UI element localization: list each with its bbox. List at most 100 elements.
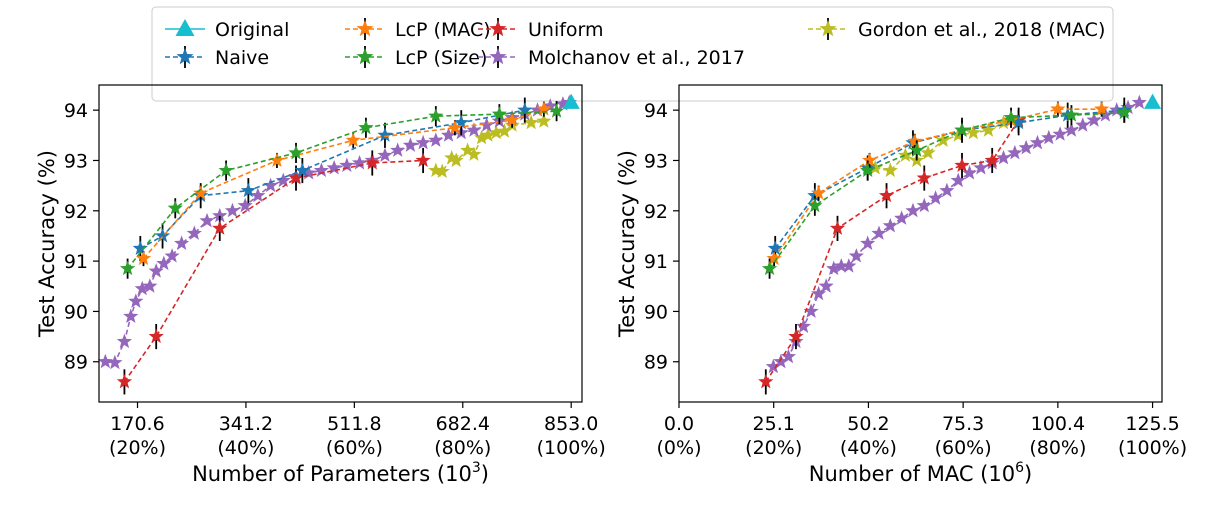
data-point [301, 165, 317, 180]
data-point [107, 354, 123, 370]
legend-entry-lcp-mac: LcP (MAC) [345, 18, 491, 41]
series-line [126, 110, 557, 270]
data-point [496, 123, 513, 138]
data-point [240, 182, 256, 198]
data-point [878, 187, 895, 203]
series-uniform [758, 107, 1027, 395]
data-point [415, 152, 431, 167]
legend-marker [356, 20, 374, 37]
series-line [105, 101, 570, 364]
x-axis-title: Number of MAC (106) [809, 460, 1032, 486]
series-original [562, 93, 580, 109]
data-point [1063, 107, 1080, 122]
series-naive [767, 97, 1132, 262]
series-line [142, 108, 545, 260]
data-point [453, 114, 469, 130]
y-tick-label: 91 [64, 251, 88, 273]
data-point [803, 303, 819, 318]
legend-label: Gordon et al., 2018 (MAC) [858, 19, 1105, 41]
data-point [174, 235, 190, 250]
data-point [807, 187, 823, 203]
data-point [132, 240, 148, 255]
x-axis-title: Number of Parameters (103) [192, 460, 489, 486]
data-point [811, 285, 827, 301]
series-lcp-size [761, 102, 1132, 279]
data-point [523, 114, 539, 130]
data-point [542, 98, 558, 113]
y-tick-label: 94 [644, 100, 668, 122]
data-point [861, 152, 878, 167]
data-point [377, 147, 393, 162]
x-tick-label: 50.2 [847, 413, 889, 435]
data-point [548, 103, 565, 118]
legend-label: Original [215, 19, 289, 41]
x-tick-percent-label: (100%) [1118, 437, 1187, 459]
data-point [148, 328, 164, 344]
legend-label: Naive [215, 47, 269, 69]
data-point [927, 190, 944, 205]
data-point [269, 152, 285, 167]
data-point [780, 348, 797, 364]
data-point [186, 225, 202, 240]
data-point [1003, 109, 1019, 125]
data-point [288, 170, 304, 185]
legend-entry-original: Original [165, 19, 289, 41]
data-point [829, 220, 846, 235]
data-point [758, 373, 774, 389]
data-point [766, 250, 782, 266]
legend-marker [819, 20, 837, 37]
data-point [212, 220, 228, 235]
series-uniform [116, 147, 431, 395]
y-tick-label: 89 [64, 352, 88, 374]
data-point [1011, 114, 1027, 130]
data-point [1052, 126, 1068, 141]
data-point [1075, 117, 1091, 132]
legend-entry-molchanov-et-al-2017: Molchanov et al., 2017 [478, 46, 745, 69]
data-point [795, 318, 812, 333]
series-lcp-mac [766, 101, 1110, 267]
data-point [402, 137, 419, 152]
x-tick-label: 682.4 [436, 413, 490, 435]
x-tick-label: 125.5 [1125, 413, 1179, 435]
data-point [428, 108, 444, 123]
legend-entry-lcp-size: LcP (Size) [345, 46, 487, 69]
data-point [479, 117, 495, 132]
data-point [156, 255, 172, 271]
data-point [1131, 94, 1147, 110]
series-line [765, 119, 1020, 383]
data-point [119, 260, 136, 276]
series-line [139, 109, 525, 250]
data-point [1086, 112, 1102, 127]
y-tick-label: 90 [644, 301, 668, 323]
data-point [897, 147, 914, 162]
data-point [123, 308, 139, 323]
data-point [134, 280, 150, 296]
y-tick-label: 91 [644, 251, 668, 273]
x-tick-label: 511.8 [327, 413, 381, 435]
data-point [818, 278, 834, 293]
data-point [894, 210, 910, 225]
data-point [920, 144, 936, 160]
data-point [275, 172, 291, 188]
data-point [364, 154, 380, 170]
x-tick-label: 853.0 [544, 413, 598, 435]
y-tick-label: 92 [64, 201, 88, 223]
data-point [954, 157, 970, 172]
series-line [768, 111, 1125, 270]
data-point [428, 132, 444, 147]
series-gordon-et-al-2018-mac [867, 113, 1027, 178]
data-point [984, 152, 1000, 167]
data-point [128, 293, 144, 308]
series-naive [132, 97, 533, 262]
data-point [294, 162, 310, 178]
x-tick-percent-label: (60%) [326, 437, 383, 459]
data-point [909, 142, 925, 157]
data-point [250, 187, 266, 203]
x-axis-title-text: Number of Parameters (10 [192, 462, 472, 486]
data-point [1109, 102, 1125, 117]
data-point [935, 132, 951, 147]
x-tick-percent-label: (80%) [1029, 437, 1086, 459]
data-point [536, 113, 552, 128]
y-tick-label: 89 [644, 352, 668, 374]
data-point [841, 258, 857, 273]
